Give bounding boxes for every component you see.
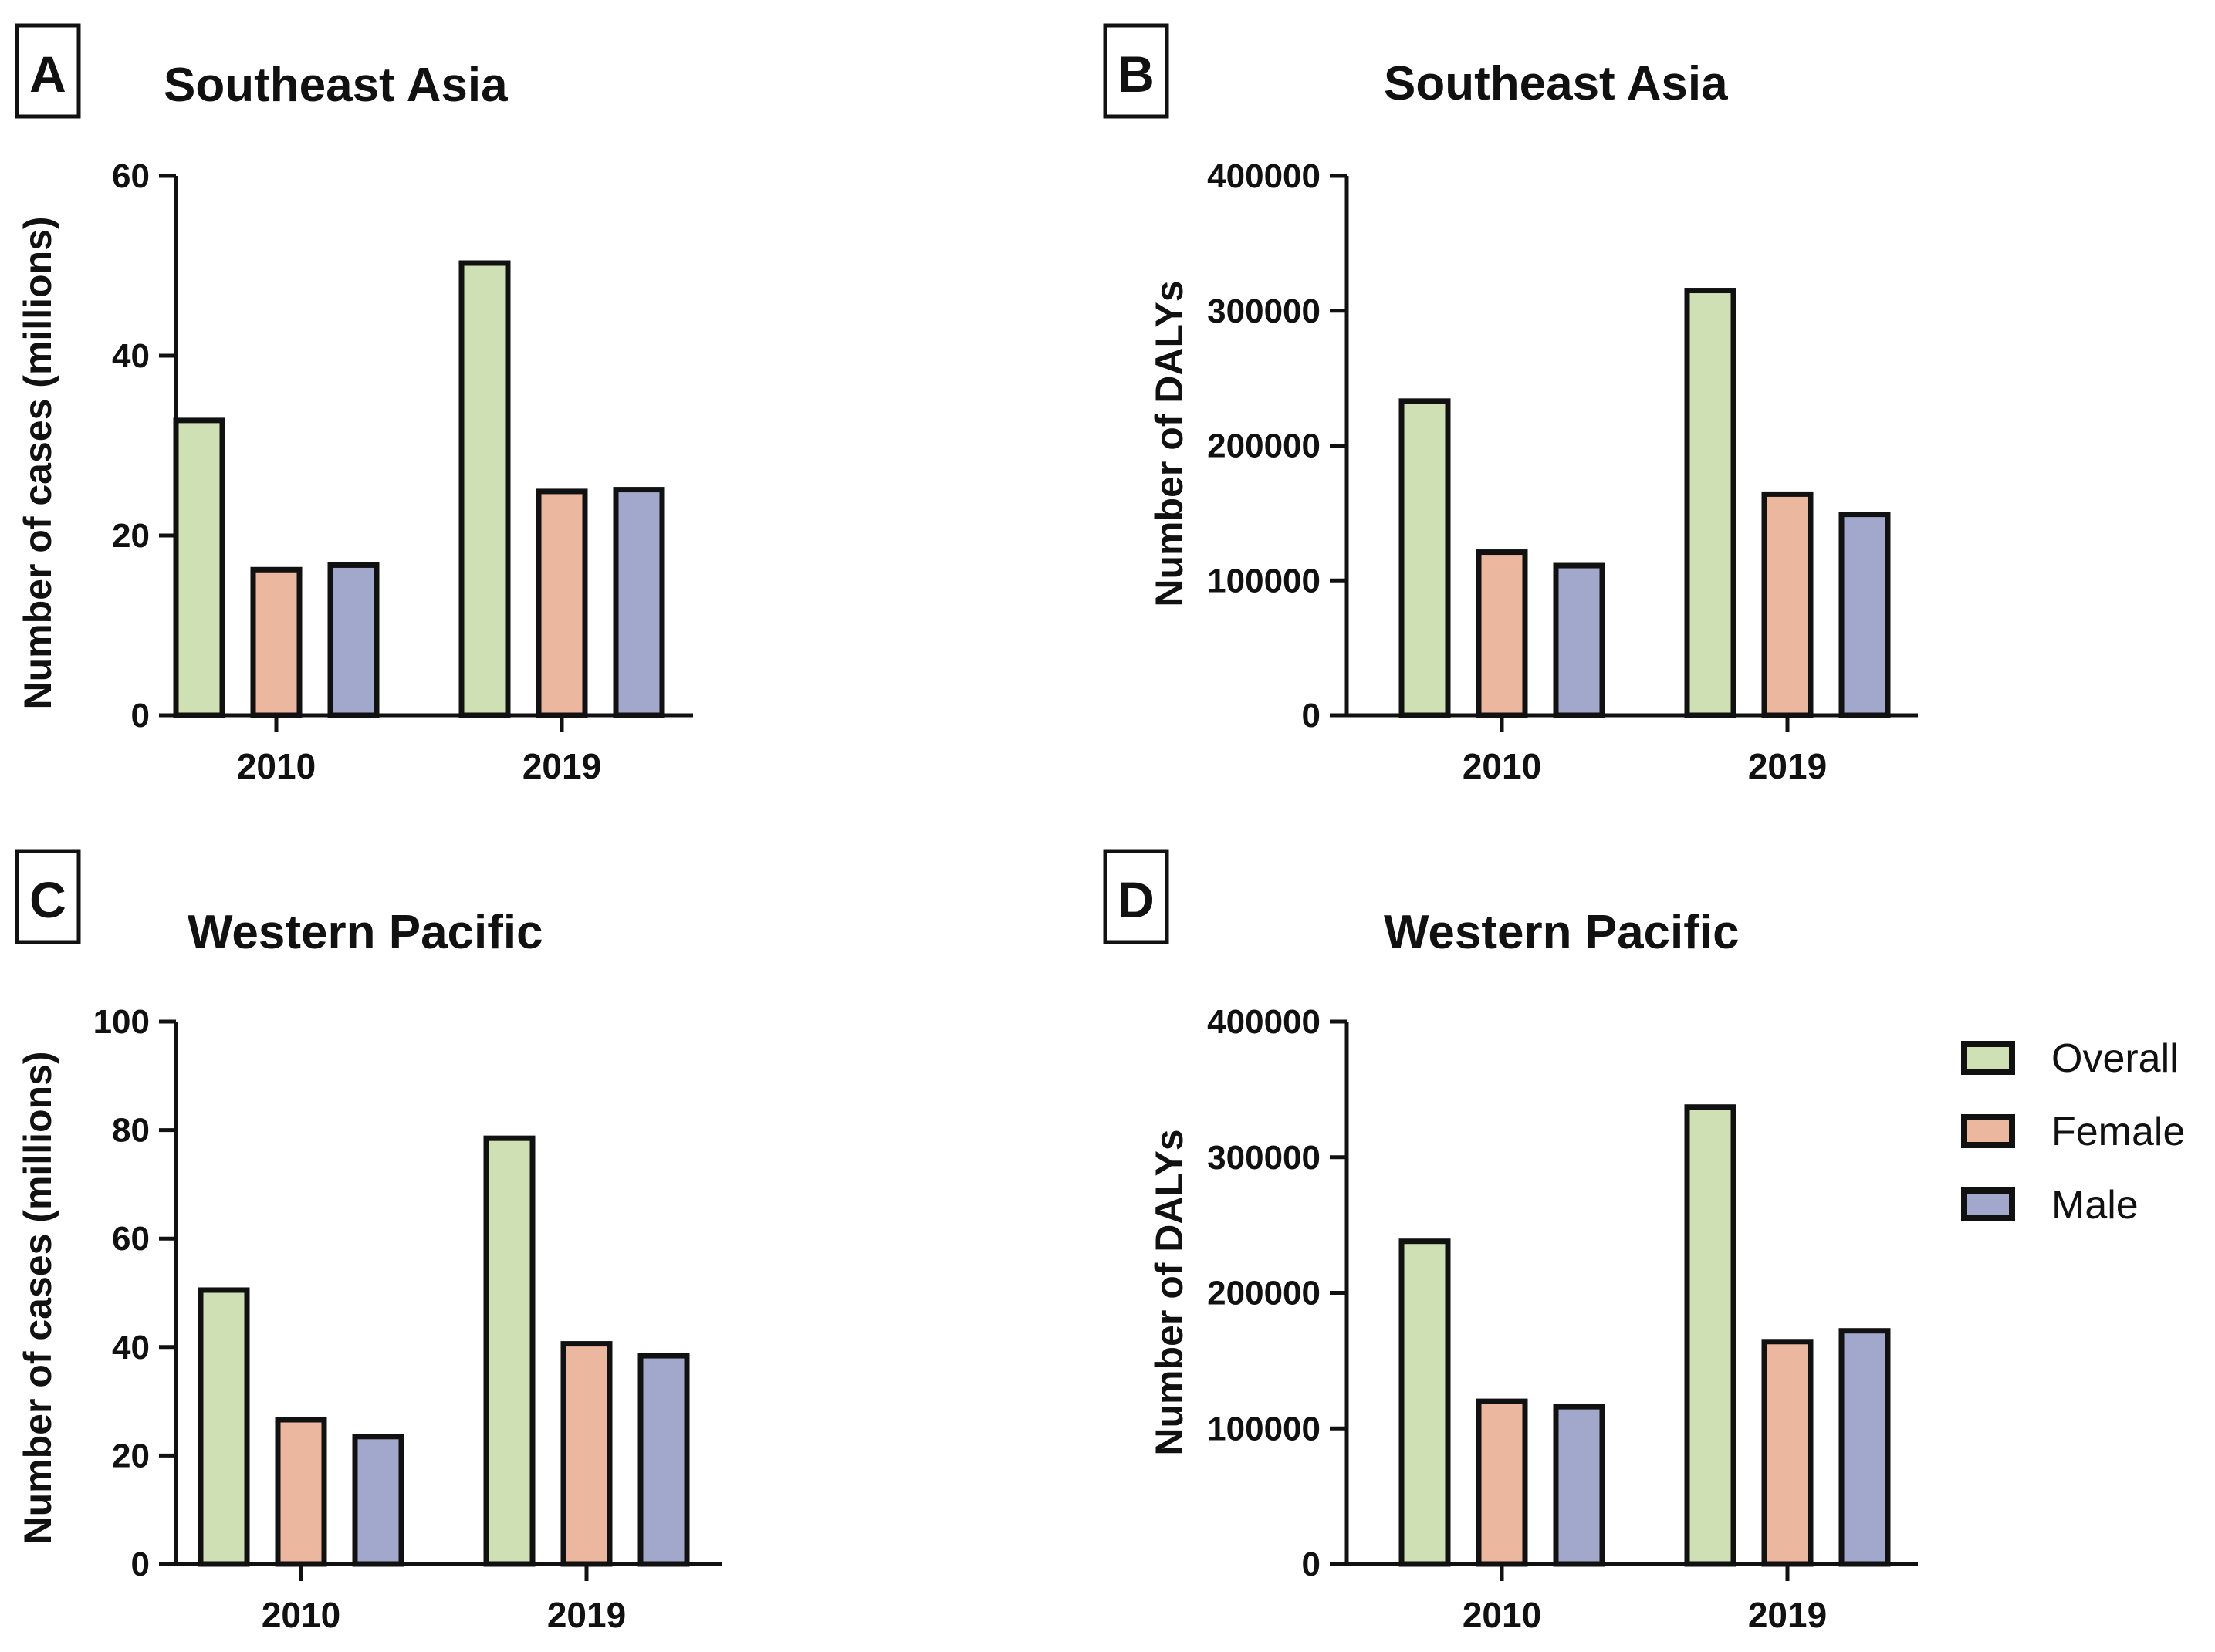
panel-b-letter: B: [1118, 46, 1155, 103]
bar-female-2010: [250, 566, 303, 718]
y-tick-label: 40: [112, 1329, 150, 1367]
panel-c-title: Western Pacific: [188, 906, 543, 959]
bar-male-2019: [637, 1353, 690, 1567]
bar-overall-2019: [1684, 288, 1736, 718]
panel-d-letter-box: [1103, 849, 1169, 944]
panel-a-letter: A: [29, 46, 66, 103]
y-tick-label: 60: [112, 1220, 150, 1258]
legend-swatch-overall: [1961, 1041, 2015, 1075]
bar-male-2010: [352, 1434, 404, 1567]
panel-c-letter: C: [29, 871, 66, 928]
x-tick-label: 2019: [1748, 1595, 1827, 1635]
y-tick-label: 300000: [1207, 1139, 1321, 1177]
panel-b-y-axis-label: Number of DALYs: [1148, 280, 1191, 606]
bar-overall-2010: [1398, 398, 1451, 718]
y-tick-label: 0: [1302, 1546, 1321, 1583]
bar-female-2019: [1761, 491, 1814, 718]
legend-item-overall: Overall: [1961, 1036, 2179, 1081]
panel-a: A Southeast Asia Number of cases (millio…: [15, 23, 693, 786]
panel-d-plot: 0 100000 200000 300000 400000 2010 2019: [1207, 1003, 1918, 1635]
panel-a-letter-box: [15, 23, 81, 119]
legend-label-male: Male: [2051, 1183, 2139, 1228]
panel-a-y-axis-label: Number of cases (millions): [16, 216, 59, 709]
y-tick-label: 100000: [1207, 1410, 1321, 1448]
bar-female-2010: [1476, 1398, 1528, 1567]
x-tick-label: 2010: [1463, 746, 1541, 786]
legend: Overall Female Male: [1961, 1036, 2185, 1228]
bar-overall-2019: [483, 1135, 536, 1567]
panel-b-plot: 0 100000 200000 300000 400000 2010 2019: [1207, 157, 1918, 786]
bar-overall-2010: [1398, 1238, 1451, 1567]
y-tick-label: 80: [112, 1112, 150, 1150]
x-tick-label: 2010: [237, 746, 316, 786]
bar-female-2010: [1476, 549, 1528, 718]
x-tick-label: 2019: [522, 746, 601, 786]
panel-c-y-axis-label: Number of cases (millions): [16, 1051, 59, 1544]
legend-item-male: Male: [1961, 1183, 2139, 1228]
x-tick-label: 2010: [1463, 1595, 1541, 1635]
y-tick-label: 200000: [1207, 1275, 1321, 1312]
y-tick-label: 100: [93, 1003, 150, 1041]
bar-female-2019: [536, 488, 588, 718]
panel-c-plot: 0 20 40 60 80 100 2010 2019: [93, 1003, 722, 1635]
y-tick-label: 400000: [1207, 157, 1321, 195]
panel-a-plot: 0 20 40 60 2010 2019: [112, 157, 693, 786]
y-tick-label: 300000: [1207, 292, 1321, 330]
panel-c: C Western Pacific Number of cases (milli…: [15, 849, 722, 1635]
bar-male-2010: [327, 562, 380, 718]
x-tick-label: 2010: [262, 1595, 340, 1635]
bar-female-2010: [275, 1417, 327, 1567]
y-tick-label: 200000: [1207, 427, 1321, 465]
legend-label-overall: Overall: [2051, 1036, 2179, 1081]
panel-d-title: Western Pacific: [1384, 906, 1740, 959]
panel-d-y-axis-label: Number of DALYs: [1148, 1129, 1191, 1455]
bar-male-2019: [1838, 1328, 1891, 1567]
bar-male-2010: [1553, 562, 1605, 718]
legend-label-female: Female: [2051, 1110, 2185, 1154]
legend-swatch-male: [1961, 1187, 2015, 1221]
y-tick-label: 0: [131, 697, 150, 735]
y-tick-label: 0: [1302, 697, 1321, 735]
panel-b: B Southeast Asia Number of DALYs 0 100000…: [1103, 23, 1918, 786]
panel-b-letter-box: [1103, 23, 1169, 119]
x-tick-label: 2019: [1748, 746, 1827, 786]
panel-b-title: Southeast Asia: [1384, 57, 1728, 110]
bar-overall-2019: [458, 260, 511, 718]
bar-overall-2010: [198, 1287, 250, 1567]
bar-overall-2019: [1684, 1104, 1736, 1567]
y-tick-label: 20: [112, 1437, 150, 1475]
bar-female-2019: [560, 1341, 613, 1567]
legend-item-female: Female: [1961, 1110, 2185, 1154]
bar-overall-2010: [173, 417, 225, 718]
panel-a-title: Southeast Asia: [164, 59, 508, 112]
y-tick-label: 20: [112, 517, 150, 555]
y-tick-label: 60: [112, 157, 150, 195]
bar-male-2019: [613, 487, 665, 718]
y-tick-label: 400000: [1207, 1003, 1321, 1041]
legend-swatch-female: [1961, 1114, 2015, 1148]
x-tick-label: 2019: [547, 1595, 626, 1635]
panel-d-letter: D: [1118, 871, 1155, 928]
y-tick-label: 40: [112, 337, 150, 375]
bar-male-2019: [1838, 512, 1891, 718]
panel-c-letter-box: [15, 849, 81, 944]
y-tick-label: 100000: [1207, 562, 1321, 600]
panel-d: D Western Pacific Number of DALYs 0 10000…: [1103, 849, 1918, 1635]
bar-male-2010: [1553, 1404, 1605, 1567]
y-tick-label: 0: [131, 1546, 150, 1583]
bar-female-2019: [1761, 1339, 1814, 1567]
